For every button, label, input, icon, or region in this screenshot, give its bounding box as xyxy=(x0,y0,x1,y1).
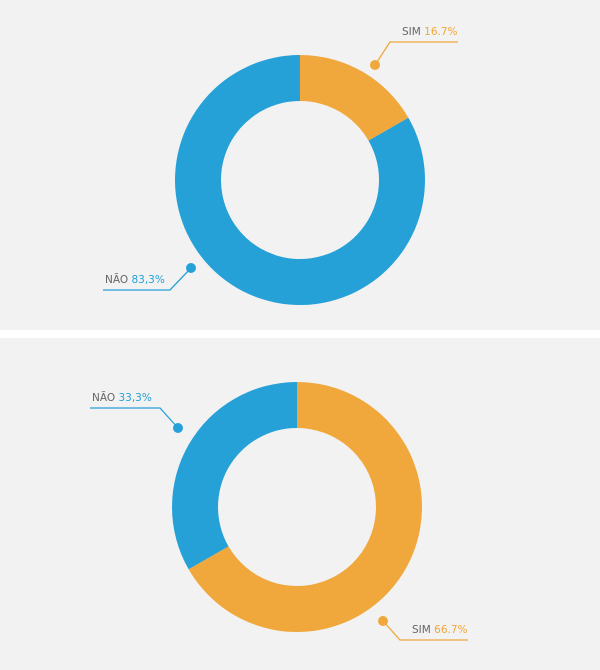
callout-dot xyxy=(186,263,196,273)
value-label: 16.7% xyxy=(424,26,457,38)
category-label: NÃO xyxy=(92,391,115,404)
callout-line xyxy=(374,41,458,66)
slice xyxy=(175,55,426,306)
data-label: NÃO 83,3% xyxy=(105,273,165,286)
category-label: SIM xyxy=(412,624,431,636)
data-label: SIM 66.7% xyxy=(412,624,468,636)
category-label: SIM xyxy=(402,26,421,38)
callout-line xyxy=(90,407,179,429)
value-label: 33,3% xyxy=(118,392,151,404)
data-label: NÃO 33,3% xyxy=(92,391,152,404)
callout-dot xyxy=(370,60,380,70)
slice xyxy=(300,55,409,141)
callout-dot xyxy=(378,616,388,626)
category-label: NÃO xyxy=(105,273,128,286)
value-label: 66.7% xyxy=(434,624,467,636)
data-label: SIM 16.7% xyxy=(402,26,458,38)
callout-line xyxy=(103,267,192,291)
slice xyxy=(188,382,423,633)
slice xyxy=(172,382,297,570)
value-label: 83,3% xyxy=(131,274,164,286)
callout-dot xyxy=(173,423,183,433)
callout-line xyxy=(382,620,468,641)
